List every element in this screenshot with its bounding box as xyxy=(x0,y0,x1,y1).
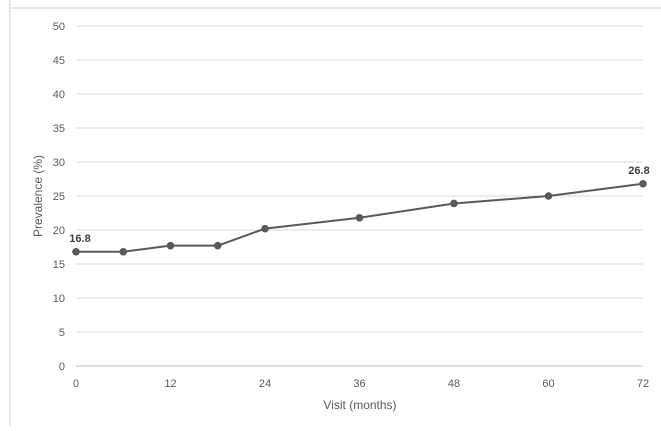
y-tick-label: 25 xyxy=(53,191,65,203)
x-tick-label: 72 xyxy=(637,378,649,390)
x-axis-title: Visit (months) xyxy=(323,398,396,412)
y-tick-label: 10 xyxy=(53,293,65,305)
data-point xyxy=(261,224,269,233)
x-tick-label: 60 xyxy=(542,378,554,390)
data-point xyxy=(119,247,128,256)
data-point xyxy=(72,247,80,256)
x-tick-label: 36 xyxy=(353,378,365,390)
y-tick-label: 15 xyxy=(53,259,65,271)
y-axis-title: Prevalence (%) xyxy=(31,155,45,237)
x-tick-label: 0 xyxy=(73,378,79,390)
y-tick-label: 35 xyxy=(53,123,65,135)
y-tick-label: 45 xyxy=(53,55,65,67)
data-labels: 16.8 26.8 xyxy=(69,165,649,245)
gridlines xyxy=(76,25,643,367)
y-tick-label: 50 xyxy=(53,21,65,33)
y-tick-label: 0 xyxy=(59,361,65,373)
data-point xyxy=(166,241,175,250)
data-point xyxy=(450,199,458,208)
data-label: 16.8 xyxy=(69,233,90,245)
series-group xyxy=(72,179,647,256)
data-point xyxy=(213,241,222,250)
axes: 0 5 10 15 20 25 30 35 40 45 50 0 12 24 36 48 60 72 xyxy=(53,21,649,390)
x-tick-label: 12 xyxy=(164,378,176,390)
y-tick-label: 40 xyxy=(53,89,65,101)
data-label: 26.8 xyxy=(628,165,649,177)
x-tick-label: 24 xyxy=(259,378,271,390)
y-tick-label: 20 xyxy=(53,225,65,237)
y-tick-label: 5 xyxy=(59,327,65,339)
data-point xyxy=(544,192,553,200)
data-point xyxy=(639,179,647,188)
x-tick-label: 48 xyxy=(448,378,460,390)
data-point xyxy=(355,213,364,222)
y-tick-label: 30 xyxy=(53,157,65,169)
